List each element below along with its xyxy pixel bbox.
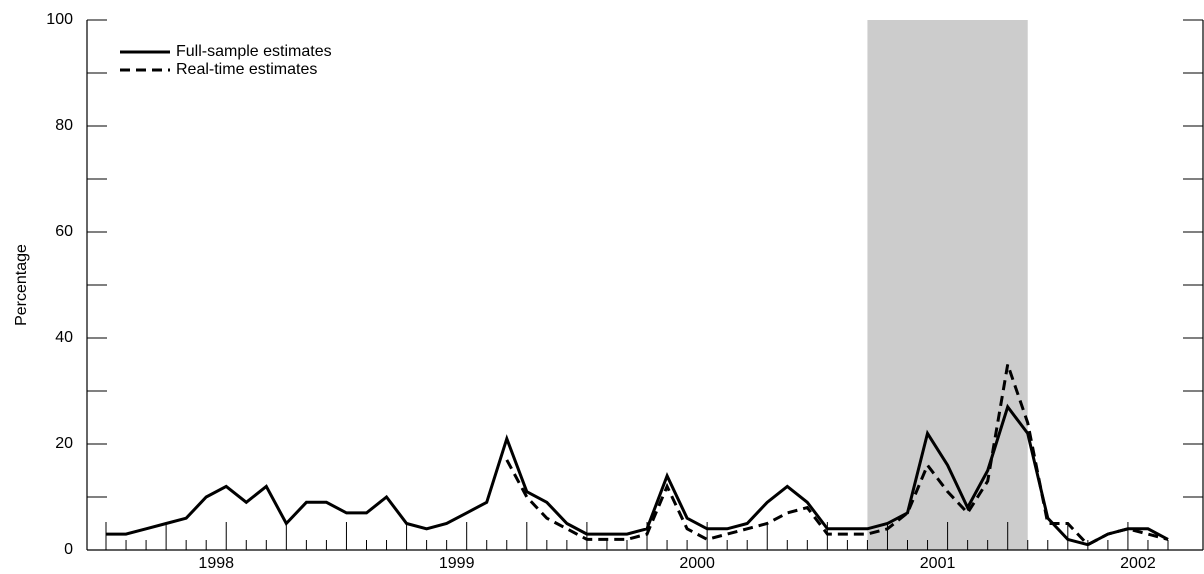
legend-label: Real-time estimates: [176, 61, 317, 78]
legend-label: Full-sample estimates: [176, 43, 332, 60]
y-tick-label: 100: [46, 11, 73, 28]
series-line: [505, 364, 1169, 547]
y-tick-label: 60: [55, 223, 73, 240]
y-tick-label: 20: [55, 435, 73, 452]
y-tick-label: 40: [55, 329, 73, 346]
x-tick-label: 1999: [439, 555, 475, 572]
y-tick-label: 0: [64, 541, 73, 558]
x-tick-label: 2002: [1120, 555, 1156, 572]
shaded-period: [867, 20, 1028, 550]
x-tick-label: 2000: [679, 555, 715, 572]
y-tick-label: 80: [55, 117, 73, 134]
x-tick-label: 1998: [198, 555, 234, 572]
y-axis-label: Percentage: [13, 244, 30, 326]
x-tick-label: 2001: [920, 555, 956, 572]
